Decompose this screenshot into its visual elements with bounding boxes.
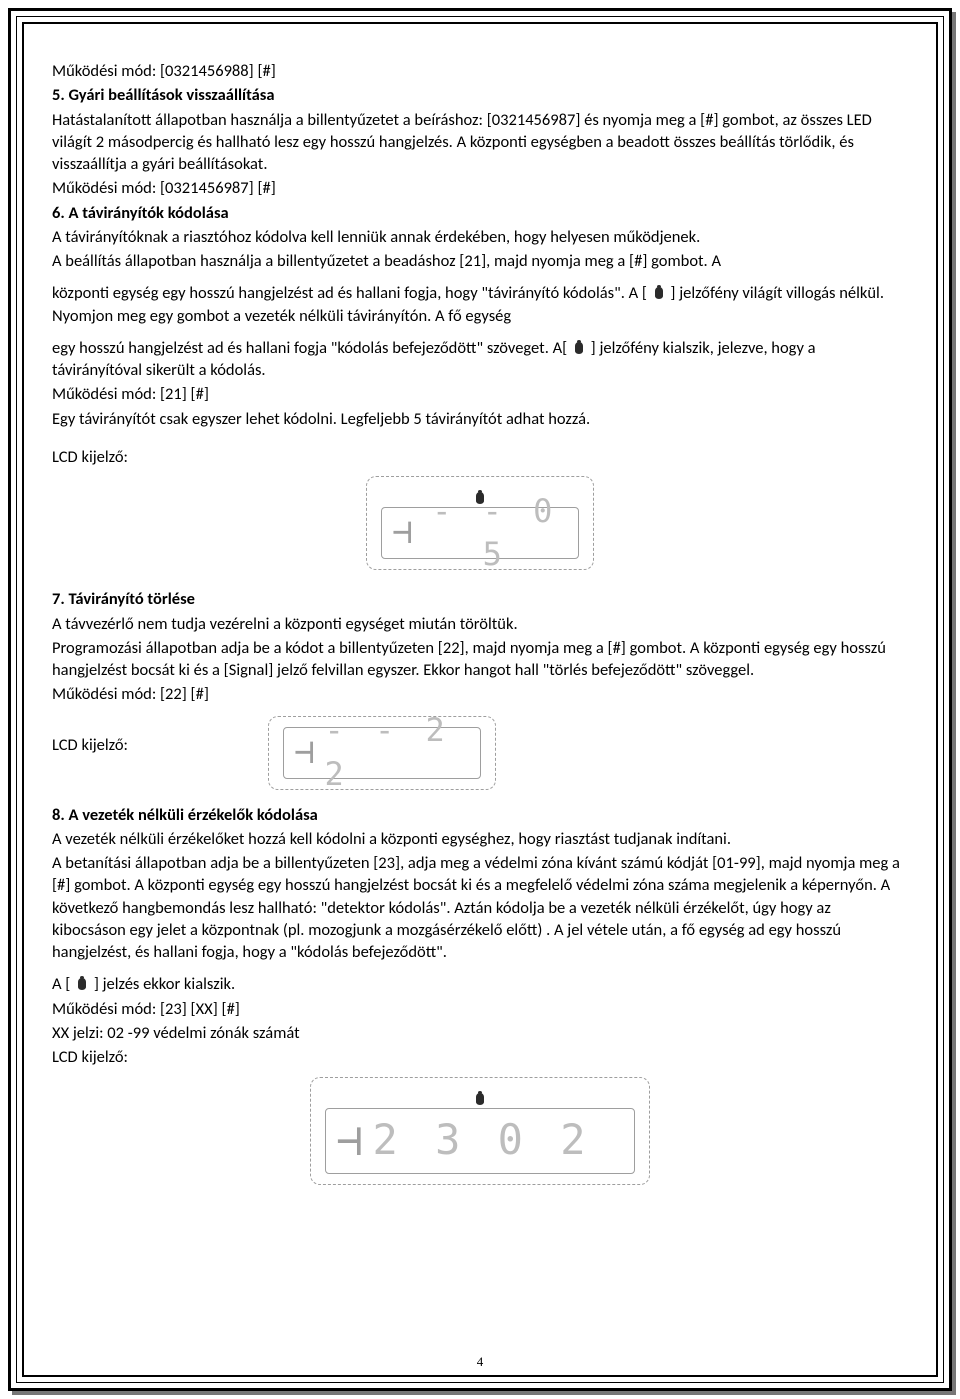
para-5b: Működési mód: [0321456987] [#] (52, 177, 908, 199)
para-6b: A beállítás állapotban használja a bille… (52, 250, 908, 272)
para-8c-post: ] jelzés ekkor kialszik. (94, 974, 235, 994)
lcd-digits: - - 2 2 (324, 709, 470, 795)
lcd-display-3: ⊣ 2 3 0 2 (52, 1077, 908, 1185)
lcd-label-1: LCD kijelző: (52, 446, 908, 468)
lcd-row-2: LCD kijelző: ⊣ - - 2 2 (52, 716, 908, 790)
para-6c: központi egység egy hosszú hangjelzést a… (52, 282, 908, 327)
lcd-display-2: ⊣ - - 2 2 (268, 716, 496, 790)
heading-7: 7. Távirányító törlése (52, 588, 908, 610)
document-page: Működési mód: [0321456988] [#] 5. Gyári … (0, 0, 960, 1399)
lcd-display-1: ⊣ - - 0 5 (52, 476, 908, 570)
heading-5: 5. Gyári beállítások visszaállítása (52, 84, 908, 106)
para-7b: Programozási állapotban adja be a kódot … (52, 637, 908, 682)
para-6a: A távirányítóknak a riasztóhoz kódolva k… (52, 226, 908, 248)
para-6e: Működési mód: [21] [#] (52, 383, 908, 405)
para-8d: Működési mód: [23] [XX] [#] (52, 998, 908, 1020)
para-6d: egy hosszú hangjelzést ad és hallani fog… (52, 337, 908, 382)
para-5a: Hatástalanított állapotban használja a b… (52, 109, 908, 176)
bag-icon (472, 1089, 488, 1107)
para-8c: A [ ] jelzés ekkor kialszik. (52, 973, 908, 995)
lcd-label-3: LCD kijelző: (52, 1046, 908, 1068)
para-8a: A vezeték nélküli érzékelőket hozzá kell… (52, 828, 908, 850)
bag-icon (571, 338, 587, 356)
page-number: 4 (0, 1353, 960, 1371)
lcd-left-mark: ⊣ (336, 1111, 363, 1170)
para-6f: Egy távirányítót csak egyszer lehet kódo… (52, 408, 908, 430)
lcd-digits: 2 3 0 2 (373, 1112, 592, 1169)
para-8b: A betanítási állapotban adja be a billen… (52, 852, 908, 963)
bag-icon (651, 283, 667, 301)
para-8e: XX jelzi: 02 -99 védelmi zónák számát (52, 1022, 908, 1044)
lcd-left-mark: ⊣ (294, 730, 314, 776)
para-7c: Működési mód: [22] [#] (52, 683, 908, 705)
mode-line-1: Működési mód: [0321456988] [#] (52, 60, 908, 82)
lcd-label-2: LCD kijelző: (52, 734, 128, 756)
heading-8: 8. A vezeték nélküli érzékelők kódolása (52, 804, 908, 826)
page-content: Működési mód: [0321456988] [#] 5. Gyári … (52, 60, 908, 1347)
para-8c-pre: A [ (52, 974, 74, 994)
para-6d-pre: egy hosszú hangjelzést ad és hallani fog… (52, 338, 571, 358)
lcd-left-mark: ⊣ (392, 510, 412, 556)
bag-icon (74, 974, 90, 992)
para-6c-pre: központi egység egy hosszú hangjelzést a… (52, 283, 651, 303)
heading-6: 6. A távirányítók kódolása (52, 202, 908, 224)
para-7a: A távvezérlő nem tudja vezérelni a közpo… (52, 613, 908, 635)
lcd-digits: - - 0 5 (422, 490, 568, 576)
